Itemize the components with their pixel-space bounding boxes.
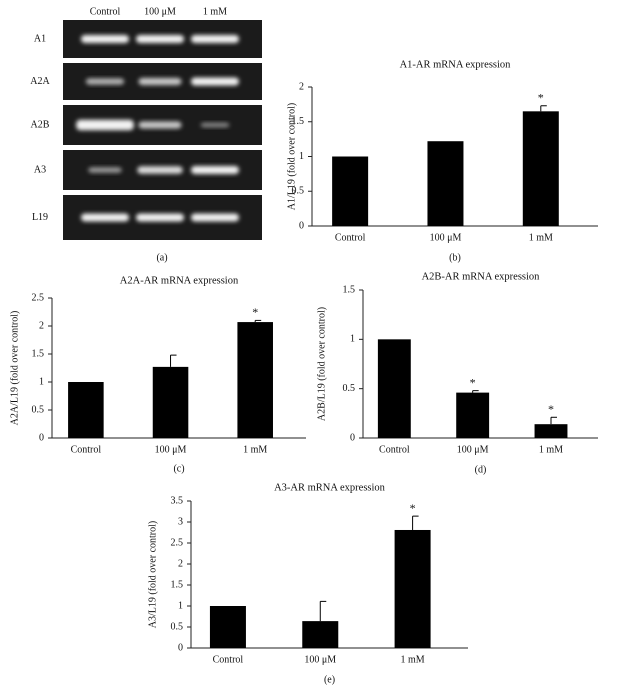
x-tick-label: 1 mM xyxy=(529,232,553,243)
chart-title: A3-AR mRNA expression xyxy=(274,482,386,493)
panel-label: (b) xyxy=(449,252,461,263)
gel-band xyxy=(191,166,239,174)
gel-band xyxy=(191,35,239,43)
y-tick-label: 0.5 xyxy=(343,383,356,394)
y-tick-label: 2.5 xyxy=(171,537,184,548)
y-tick-label: 3.5 xyxy=(171,495,184,506)
gel-band xyxy=(136,213,184,222)
significance-marker: * xyxy=(470,375,476,389)
y-tick-label: 1.5 xyxy=(343,284,356,295)
y-tick-label: 1.5 xyxy=(292,116,305,127)
y-tick-label: 0 xyxy=(178,642,183,653)
x-tick-label: Control xyxy=(379,444,410,455)
y-tick-label: 1 xyxy=(299,151,304,162)
panel-label: (c) xyxy=(173,463,184,474)
panel-label: (d) xyxy=(475,464,487,475)
bar xyxy=(152,366,189,438)
gel-column-label: Control xyxy=(90,6,121,17)
gel-row-label: L19 xyxy=(32,212,48,223)
y-tick-label: 0 xyxy=(350,432,355,443)
y-axis-label: A2B/L19 (fold over control) xyxy=(316,307,327,421)
y-tick-label: 1 xyxy=(350,334,355,345)
gel-band xyxy=(138,77,182,86)
y-tick-label: 1 xyxy=(39,376,44,387)
y-tick-label: 2 xyxy=(178,558,183,569)
gel-row-label: A2A xyxy=(30,76,50,87)
gel-band xyxy=(85,78,125,85)
y-tick-label: 0 xyxy=(299,220,304,231)
y-tick-label: 2 xyxy=(299,81,304,92)
chart-title: A2B-AR mRNA expression xyxy=(422,271,541,282)
x-tick-label: 100 μM xyxy=(457,444,489,455)
y-tick-label: 1 xyxy=(178,600,183,611)
panel-label: (e) xyxy=(324,674,335,685)
significance-marker: * xyxy=(252,305,258,319)
gel-band xyxy=(76,119,134,131)
gel-band xyxy=(81,213,129,222)
gel-band xyxy=(137,166,183,174)
significance-marker: * xyxy=(410,501,416,515)
bar xyxy=(302,621,339,648)
chart-title: A1-AR mRNA expression xyxy=(400,59,512,70)
bar xyxy=(68,382,104,438)
gel-row-label: A2B xyxy=(31,119,50,130)
y-tick-label: 3 xyxy=(178,516,183,527)
bar xyxy=(377,339,411,438)
bar xyxy=(456,392,490,438)
significance-marker: * xyxy=(548,402,554,416)
bar xyxy=(427,141,464,226)
x-tick-label: 1 mM xyxy=(243,444,267,455)
y-tick-label: 2 xyxy=(39,320,44,331)
gel-band xyxy=(136,35,184,43)
y-tick-label: 0.5 xyxy=(292,186,305,197)
y-tick-label: 0.5 xyxy=(32,404,45,415)
x-tick-label: 100 μM xyxy=(155,444,187,455)
y-tick-label: 2.5 xyxy=(32,292,45,303)
y-axis-label: A3/L19 (fold over control) xyxy=(147,521,158,628)
gel-band xyxy=(138,121,182,129)
y-axis-label: A2A/L19 (fold over control) xyxy=(9,311,20,426)
bar xyxy=(209,606,246,648)
bar xyxy=(332,156,369,226)
bar xyxy=(237,322,273,438)
gel-row-label: A3 xyxy=(34,164,46,175)
x-tick-label: Control xyxy=(335,232,366,243)
y-axis-label: A1/L19 (fold over control) xyxy=(286,103,297,210)
y-tick-label: 0.5 xyxy=(171,621,184,632)
x-tick-label: 100 μM xyxy=(304,654,336,665)
x-tick-label: Control xyxy=(71,444,102,455)
gel-band xyxy=(88,167,122,173)
x-tick-label: 1 mM xyxy=(539,444,563,455)
gel-band xyxy=(200,122,230,128)
gel-band xyxy=(81,35,129,43)
x-tick-label: Control xyxy=(213,654,244,665)
x-tick-label: 1 mM xyxy=(401,654,425,665)
gel-column-label: 1 mM xyxy=(203,6,227,17)
y-tick-label: 0 xyxy=(39,432,44,443)
bar xyxy=(394,529,431,648)
chart-title: A2A-AR mRNA expression xyxy=(120,275,239,286)
y-tick-label: 1.5 xyxy=(32,348,45,359)
y-tick-label: 1.5 xyxy=(171,579,184,590)
significance-marker: * xyxy=(538,91,544,105)
bar xyxy=(522,111,559,226)
x-tick-label: 100 μM xyxy=(430,232,462,243)
gel-band xyxy=(191,213,239,222)
gel-row-label: A1 xyxy=(34,33,46,44)
gel-band xyxy=(191,77,239,86)
panel-label: (a) xyxy=(156,252,167,263)
gel-column-label: 100 μM xyxy=(144,6,176,17)
bar xyxy=(534,424,568,438)
